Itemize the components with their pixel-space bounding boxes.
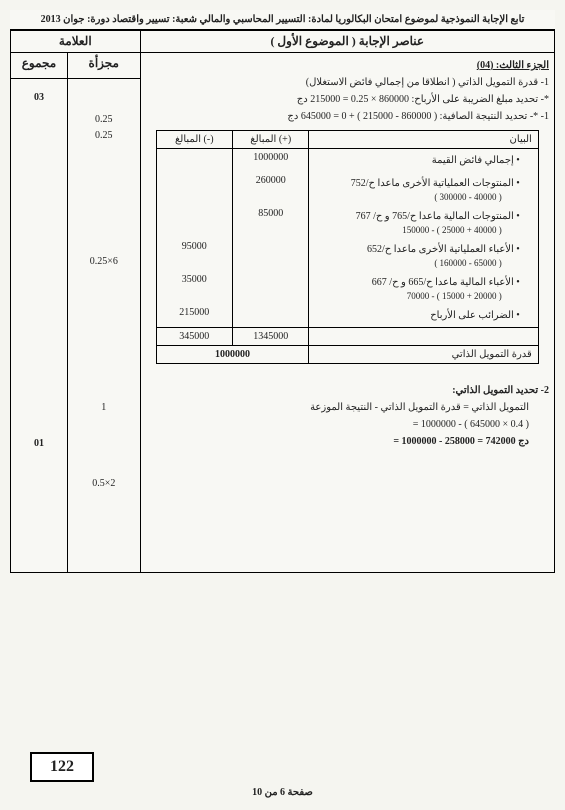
row1-desc: المنتوجات العملياتية الأخرى ماعدا ح/752 — [315, 178, 519, 189]
row4-desc: الأعباء المالية ماعدا ح/665 و ح/ 667 — [315, 277, 519, 288]
col-total-h: مجموع — [11, 53, 68, 79]
row3-minus: 95000 — [156, 238, 232, 271]
grade-header: العلامة — [11, 31, 141, 53]
partial-col: 0.25 0.25 6×0.25 1 2×0.5 — [68, 79, 141, 573]
row1-calc: ( 300000 - 40000 ) — [315, 192, 531, 202]
line1: 1- قدرة التمويل الذاتي ( انطلاقا من إجما… — [146, 75, 549, 90]
row1-plus: 260000 — [233, 172, 309, 205]
th-plus: المبالغ (+) — [233, 131, 309, 149]
sec2-l2: = 1000000 - ( 645000 × 0.4 ) — [146, 417, 549, 432]
part3-title: الجزء الثالث: (04) — [146, 58, 549, 73]
g-03: 03 — [16, 90, 62, 106]
row0-minus — [156, 149, 232, 173]
result-label: قدرة التمويل الذاتي — [309, 346, 538, 364]
doc-header: تابع الإجابة النموذجية لموضوع امتحان الب… — [10, 10, 555, 30]
total-col: 03 01 — [11, 79, 68, 573]
sec2-l1: التمويل الذاتي = قدرة التمويل الذاتي - ا… — [146, 400, 549, 415]
sec2-l3: = 1000000 - 258000 = 742000 دج — [146, 434, 549, 449]
row0-plus: 1000000 — [233, 149, 309, 173]
row4-minus: 35000 — [156, 271, 232, 304]
footer: صفحة 6 من 10 — [0, 787, 565, 798]
row2-calc: 150000 - ( 25000 + 40000 ) — [315, 225, 531, 235]
row2-plus: 85000 — [233, 205, 309, 238]
sum-plus: 1345000 — [233, 328, 309, 346]
result-val: 1000000 — [156, 346, 309, 364]
row5-desc: الضرائب على الأرباح — [315, 310, 519, 321]
row5-minus: 215000 — [156, 304, 232, 328]
inner-table: البيان المبالغ (+) المبالغ (-) إجمالي فا… — [156, 130, 539, 364]
g-p2x: 2×0.5 — [73, 476, 135, 492]
main-table: عناصر الإجابة ( الموضوع الأول ) العلامة … — [10, 30, 555, 573]
sum-minus: 345000 — [156, 328, 232, 346]
row0-desc: إجمالي فائض القيمة — [315, 155, 519, 166]
g-p025a: 0.25 — [73, 112, 135, 128]
row2-desc: المنتوجات المالية ماعدا ح/765 و ح/ 767 — [315, 211, 519, 222]
page-number-box: 122 — [30, 752, 94, 782]
row4-calc: 70000 - ( 15000 + 20000 ) — [315, 291, 531, 301]
answers-title: عناصر الإجابة ( الموضوع الأول ) — [140, 31, 554, 53]
row3-calc: ( 160000 - 65000 ) — [315, 258, 531, 268]
g-p6x: 6×0.25 — [73, 254, 135, 270]
sec2-title: 2- تحديد التمويل الذاتي: — [146, 383, 549, 398]
col-partial-h: مجزأة — [68, 53, 141, 79]
th-desc: البيان — [309, 131, 538, 149]
line2: *- تحديد مبلغ الضريبة على الأرباح: 86000… — [146, 92, 549, 107]
g-01: 01 — [16, 436, 62, 452]
row3-desc: الأعباء العملياتية الأخرى ماعدا ح/652 — [315, 244, 519, 255]
line3: 1- *- تحديد النتيجة الصافية: ( 860000 - … — [146, 109, 549, 124]
g-p1: 1 — [73, 400, 135, 416]
th-minus: المبالغ (-) — [156, 131, 232, 149]
g-p025b: 0.25 — [73, 128, 135, 144]
